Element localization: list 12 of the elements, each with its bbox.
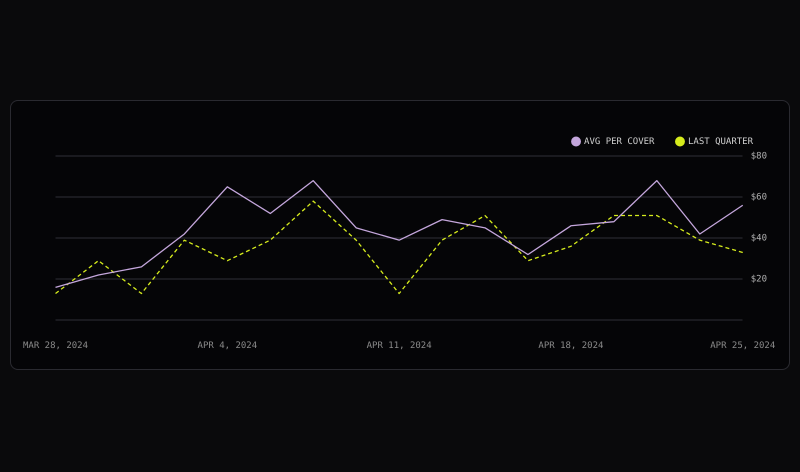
y-tick-label: $20 (750, 274, 768, 284)
x-tick-label: APR 25, 2024 (710, 340, 776, 351)
y-tick-label: $60 (750, 192, 768, 202)
y-tick-label: $40 (750, 233, 768, 244)
x-tick-label: MAR 28, 2024 (22, 340, 88, 351)
x-tick-label: APR 18, 2024 (538, 340, 604, 351)
y-tick-label: $80 (750, 151, 768, 162)
x-tick-label: APR 11, 2024 (366, 340, 432, 351)
legend-label: LAST QUARTER (688, 136, 754, 147)
legend-label: AVG PER COVER (584, 136, 656, 147)
x-tick-label: APR 4, 2024 (198, 340, 258, 351)
line-series (54, 200, 744, 294)
